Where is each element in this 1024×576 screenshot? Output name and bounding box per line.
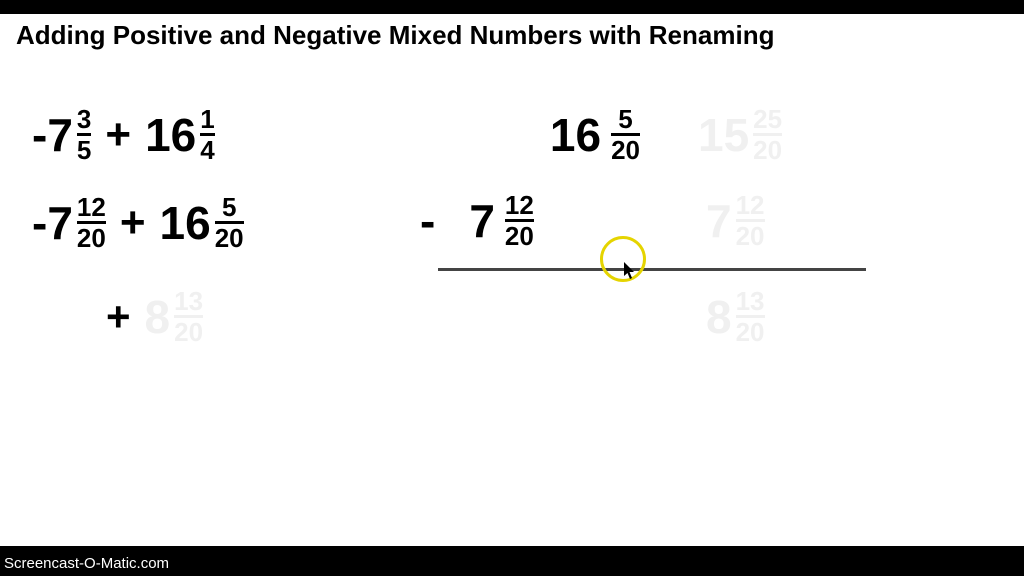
ghost-answer: 8 13 20 — [706, 288, 765, 345]
term-a: -7 3 5 — [32, 106, 91, 163]
expr-common-denom: -7 12 20 + 16 5 20 — [32, 194, 244, 251]
whiteboard: Adding Positive and Negative Mixed Numbe… — [0, 14, 1024, 546]
subtraction-bar — [438, 268, 866, 271]
term-a: -7 12 20 — [32, 194, 106, 251]
ghost-result: 8 13 20 — [145, 288, 204, 345]
expr-original: -7 3 5 + 16 1 4 — [32, 106, 215, 163]
plus-op: + — [120, 201, 146, 245]
vertical-bottom: - 7 12 20 — [420, 192, 640, 249]
highlight-ring — [600, 236, 646, 282]
watermark: Screencast-O-Matic.com — [4, 555, 169, 572]
term-b: 16 1 4 — [145, 106, 215, 163]
letterbox-top — [0, 0, 1024, 14]
ghost-renamed-top: 15 25 20 — [698, 106, 782, 163]
plus-op: + — [106, 296, 131, 338]
vertical-top: 16 5 20 — [460, 106, 640, 163]
plus-op: + — [105, 113, 131, 157]
ghost-renamed-bottom: 7 12 20 — [706, 192, 765, 249]
term-b: 16 5 20 — [160, 194, 244, 251]
page-title: Adding Positive and Negative Mixed Numbe… — [16, 20, 774, 51]
expr-result-pending: + 8 13 20 — [106, 288, 203, 345]
minus-op: - — [420, 198, 435, 244]
